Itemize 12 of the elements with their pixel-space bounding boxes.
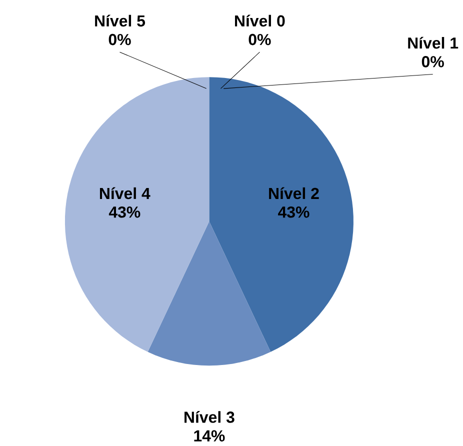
category-label: Nível 0: [235, 14, 285, 27]
category-label: Nível 1: [408, 36, 458, 49]
category-label: Nível 5: [95, 14, 146, 27]
data-label: 14%: [194, 430, 225, 442]
text: 0%: [248, 34, 271, 46]
text: 0%: [108, 34, 131, 46]
slice-label: Nível 3: [184, 411, 234, 423]
slice-label: Nível 4: [100, 187, 150, 200]
slice-label: Nível 2: [269, 187, 319, 200]
text: 0%: [422, 56, 444, 68]
data-label: 43%: [278, 206, 310, 218]
data-label: 43%: [108, 206, 140, 218]
